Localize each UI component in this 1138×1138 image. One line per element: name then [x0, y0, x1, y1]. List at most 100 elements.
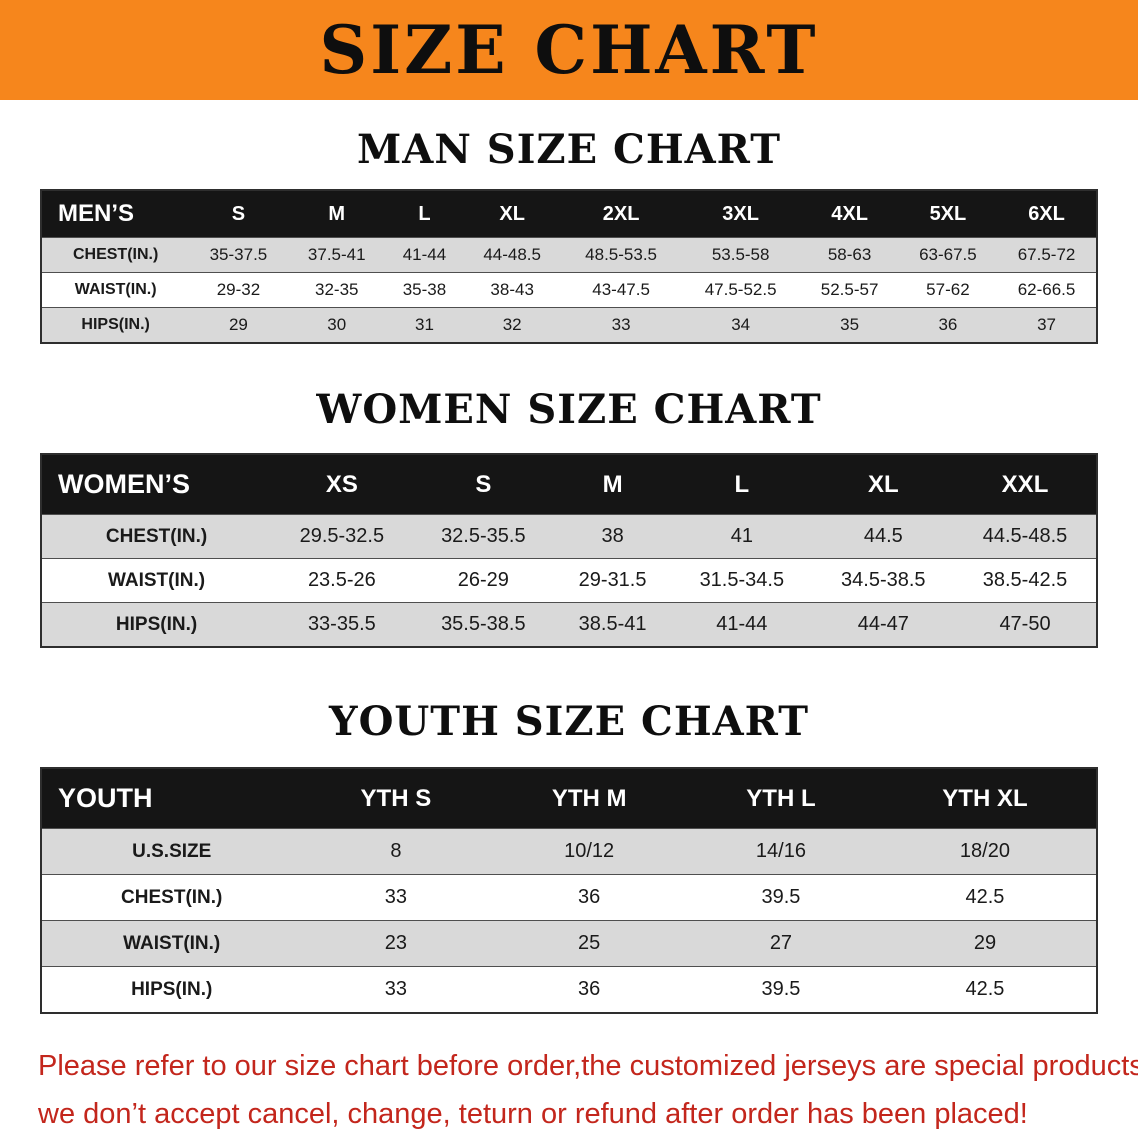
measurement-row: WAIST(IN.) 23 25 27 29	[41, 920, 1097, 967]
size-header-row: YOUTH YTH S YTH M YTH L YTH XL	[41, 768, 1097, 829]
size-value-cell: 62-66.5	[997, 272, 1097, 308]
size-value-cell: 18/20	[873, 828, 1097, 875]
table-title-cell: YOUTH	[41, 768, 302, 829]
size-header-cell: XXL	[954, 454, 1097, 515]
size-header-cell: XS	[271, 454, 413, 515]
size-value-cell: 41-44	[671, 602, 813, 648]
size-value-cell: 36	[898, 307, 998, 344]
size-header-cell: S	[412, 454, 555, 515]
size-value-cell: 29	[873, 920, 1097, 967]
size-value-cell: 33	[561, 307, 681, 344]
size-header-cell: M	[554, 454, 672, 515]
size-value-cell: 37	[997, 307, 1097, 344]
disclaimer-line-2: we don’t accept cancel, change, teturn o…	[38, 1098, 1028, 1130]
row-label-cell: CHEST(IN.)	[41, 237, 190, 273]
size-value-cell: 53.5-58	[680, 237, 801, 273]
size-value-cell: 33	[301, 966, 491, 1014]
size-value-cell: 35-38	[385, 272, 463, 308]
size-header-cell: YTH XL	[873, 768, 1097, 829]
size-value-cell: 44-47	[812, 602, 955, 648]
size-value-cell: 36	[490, 874, 688, 921]
size-value-cell: 63-67.5	[898, 237, 998, 273]
size-header-cell: YTH S	[301, 768, 491, 829]
row-label-cell: WAIST(IN.)	[41, 558, 272, 603]
women-size-table: WOMEN’S XS S M L XL XXL CHEST(IN.) 29.5-32.5 32.5…	[40, 453, 1098, 648]
size-value-cell: 29-32	[189, 272, 288, 308]
size-value-cell: 23.5-26	[271, 558, 413, 603]
row-label-cell: CHEST(IN.)	[41, 514, 272, 559]
row-label-cell: HIPS(IN.)	[41, 602, 272, 648]
table-title-cell: WOMEN’S	[41, 454, 272, 515]
size-value-cell: 57-62	[898, 272, 998, 308]
size-header-cell: 5XL	[898, 190, 998, 238]
measurement-row: CHEST(IN.) 35-37.5 37.5-41 41-44 44-48.5 48.5…	[41, 237, 1097, 273]
size-value-cell: 48.5-53.5	[561, 237, 681, 273]
measurement-row: HIPS(IN.) 29 30 31 32 33 34 35 36 37	[41, 307, 1097, 344]
size-value-cell: 31.5-34.5	[671, 558, 813, 603]
size-value-cell: 44.5	[812, 514, 955, 559]
size-value-cell: 25	[490, 920, 688, 967]
table-title-cell: MEN’S	[41, 190, 190, 238]
youth-size-table: YOUTH YTH S YTH M YTH L YTH XL U.S.SIZE 8 10/12…	[40, 767, 1098, 1014]
page-title: SIZE CHART	[319, 11, 819, 89]
size-value-cell: 32.5-35.5	[412, 514, 555, 559]
row-label-cell: HIPS(IN.)	[41, 307, 190, 344]
measurement-row: WAIST(IN.) 23.5-26 26-29 29-31.5 31.5-34.5 34…	[41, 558, 1097, 603]
youth-size-section: YOUTH SIZE CHART YOUTH YTH S YTH M YTH L YTH…	[0, 698, 1138, 1014]
youth-section-heading: YOUTH SIZE CHART	[329, 698, 809, 745]
size-header-cell: XL	[812, 454, 955, 515]
size-value-cell: 39.5	[687, 966, 874, 1014]
size-header-cell: YTH L	[687, 768, 874, 829]
size-value-cell: 44.5-48.5	[954, 514, 1097, 559]
size-value-cell: 41-44	[385, 237, 463, 273]
size-value-cell: 35.5-38.5	[412, 602, 555, 648]
size-header-cell: 3XL	[680, 190, 801, 238]
size-header-cell: S	[189, 190, 288, 238]
row-label-cell: CHEST(IN.)	[41, 874, 302, 921]
measurement-row: HIPS(IN.) 33 36 39.5 42.5	[41, 966, 1097, 1014]
size-value-cell: 38.5-42.5	[954, 558, 1097, 603]
disclaimer-note: Please refer to our size chart before or…	[38, 1042, 1138, 1138]
size-header-cell: M	[287, 190, 386, 238]
size-value-cell: 29.5-32.5	[271, 514, 413, 559]
size-value-cell: 30	[287, 307, 386, 344]
size-value-cell: 14/16	[687, 828, 874, 875]
size-value-cell: 47.5-52.5	[680, 272, 801, 308]
size-value-cell: 33-35.5	[271, 602, 413, 648]
size-value-cell: 41	[671, 514, 813, 559]
size-value-cell: 52.5-57	[800, 272, 899, 308]
measurement-row: HIPS(IN.) 33-35.5 35.5-38.5 38.5-41 41-44 44-…	[41, 602, 1097, 648]
size-header-cell: 4XL	[800, 190, 899, 238]
size-value-cell: 43-47.5	[561, 272, 681, 308]
size-value-cell: 32	[463, 307, 562, 344]
measurement-row: U.S.SIZE 8 10/12 14/16 18/20	[41, 828, 1097, 875]
size-value-cell: 26-29	[412, 558, 555, 603]
size-value-cell: 8	[301, 828, 491, 875]
banner: SIZE CHART	[0, 0, 1138, 100]
size-header-cell: 2XL	[561, 190, 681, 238]
size-value-cell: 37.5-41	[287, 237, 386, 273]
size-header-cell: L	[671, 454, 813, 515]
size-value-cell: 10/12	[490, 828, 688, 875]
size-value-cell: 34	[680, 307, 801, 344]
size-value-cell: 36	[490, 966, 688, 1014]
measurement-row: CHEST(IN.) 29.5-32.5 32.5-35.5 38 41 44.5 44.5…	[41, 514, 1097, 559]
size-value-cell: 38.5-41	[554, 602, 672, 648]
size-value-cell: 44-48.5	[463, 237, 562, 273]
size-value-cell: 29	[189, 307, 288, 344]
size-value-cell: 38	[554, 514, 672, 559]
men-size-section: MAN SIZE CHART MEN’S S M L XL 2XL 3XL 4XL 5XL 6XL…	[0, 126, 1138, 344]
row-label-cell: WAIST(IN.)	[41, 920, 302, 967]
size-value-cell: 29-31.5	[554, 558, 672, 603]
size-header-row: WOMEN’S XS S M L XL XXL	[41, 454, 1097, 515]
disclaimer-line-1: Please refer to our size chart before or…	[38, 1050, 1138, 1082]
size-value-cell: 39.5	[687, 874, 874, 921]
measurement-row: WAIST(IN.) 29-32 32-35 35-38 38-43 43-47.5 47.…	[41, 272, 1097, 308]
size-header-row: MEN’S S M L XL 2XL 3XL 4XL 5XL 6XL	[41, 190, 1097, 238]
men-size-table: MEN’S S M L XL 2XL 3XL 4XL 5XL 6XL CHEST(IN.) 35-37…	[40, 189, 1098, 344]
size-value-cell: 27	[687, 920, 874, 967]
size-value-cell: 31	[385, 307, 463, 344]
size-value-cell: 38-43	[463, 272, 562, 308]
women-size-section: WOMEN SIZE CHART WOMEN’S XS S M L XL XXL CHEST(…	[0, 386, 1138, 648]
size-value-cell: 34.5-38.5	[812, 558, 955, 603]
